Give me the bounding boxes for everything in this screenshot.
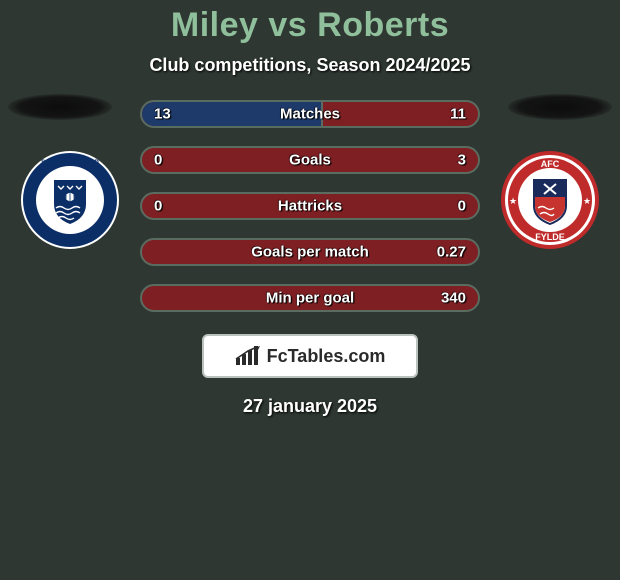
southend-united-icon: SOUTHEND UNITED [20,150,120,250]
comparison-card: Miley vs Roberts Club competitions, Seas… [0,0,620,580]
bar-chart-icon [235,346,261,366]
stat-label: Min per goal [266,290,354,307]
player-left-name: Miley [171,6,259,44]
stat-row: 13 11 Matches [140,100,480,128]
club-crest-right: AFC FYLDE ★ ★ [500,150,600,250]
stat-right-value: 0.27 [437,244,466,261]
shadow-right [508,94,612,120]
stat-right-value: 0 [458,198,466,215]
stat-bar-track: 0 0 Hattricks [140,192,480,220]
stat-left-value: 0 [154,152,162,169]
stat-right-value: 3 [458,152,466,169]
stat-row: 0.27 Goals per match [140,238,480,266]
fctables-badge: FcTables.com [202,334,418,378]
stat-label: Matches [280,106,340,123]
footer-date: 27 january 2025 [0,396,620,417]
page-title: Miley vs Roberts [0,0,620,45]
svg-text:★: ★ [509,196,517,206]
stat-bar-track: 340 Min per goal [140,284,480,312]
stat-bars: 13 11 Matches 0 3 Goals 0 0 Hattricks 0.27 Goals p… [140,100,480,312]
shadow-left [8,94,112,120]
stat-bar-track: 0.27 Goals per match [140,238,480,266]
stat-label: Goals [289,152,331,169]
stat-right-value: 340 [441,290,466,307]
stat-row: 340 Min per goal [140,284,480,312]
stat-label: Hattricks [278,198,342,215]
stat-label: Goals per match [251,244,369,261]
vs-separator: vs [268,6,307,44]
player-right-name: Roberts [317,6,449,44]
crest-right-bottom-text: FYLDE [535,232,565,242]
afc-fylde-icon: AFC FYLDE ★ ★ [500,150,600,250]
stat-right-value: 11 [450,106,466,123]
club-crest-left: SOUTHEND UNITED [20,150,120,250]
crest-left-ring-text: SOUTHEND UNITED [41,160,99,166]
stat-left-value: 13 [154,106,171,123]
svg-text:★: ★ [583,196,591,206]
subtitle: Club competitions, Season 2024/2025 [0,55,620,76]
crest-right-top-text: AFC [541,159,560,169]
stat-bar-track: 13 11 Matches [140,100,480,128]
stat-row: 0 0 Hattricks [140,192,480,220]
stage: SOUTHEND UNITED [0,100,620,312]
stat-left-value: 0 [154,198,162,215]
stat-row: 0 3 Goals [140,146,480,174]
fctables-label: FcTables.com [267,346,386,367]
stat-bar-track: 0 3 Goals [140,146,480,174]
